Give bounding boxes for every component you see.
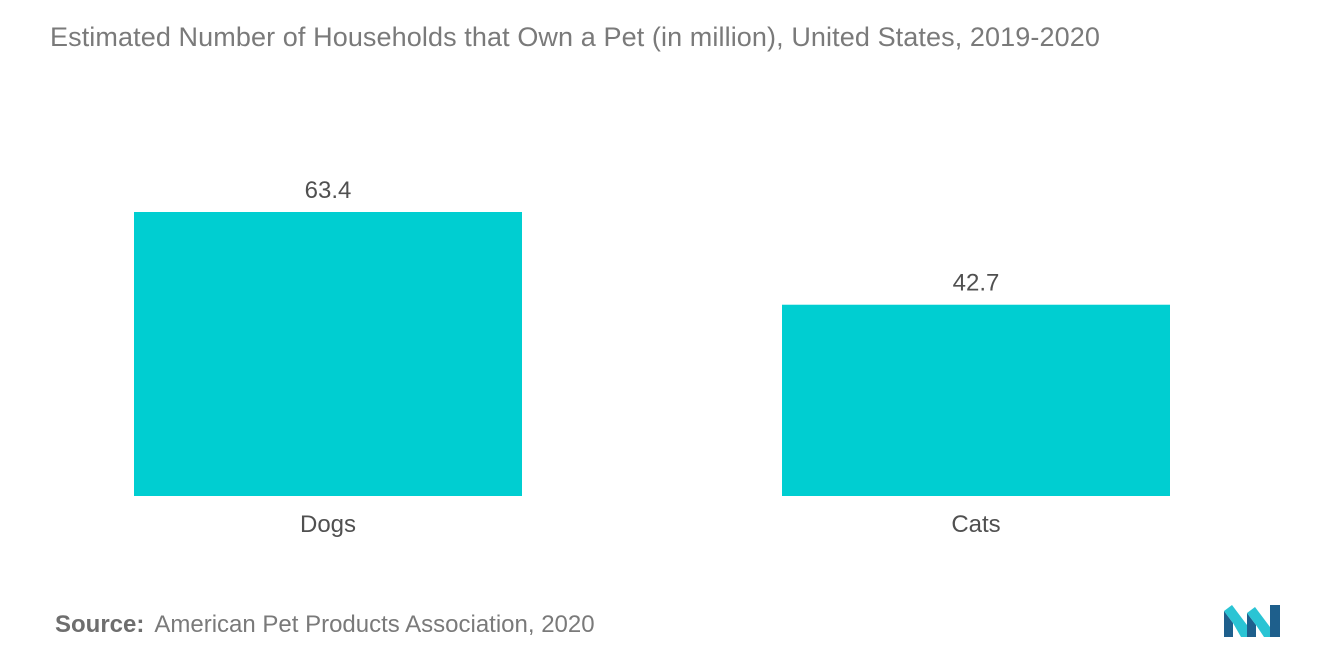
mordor-intelligence-logo-icon	[1224, 605, 1280, 637]
category-label-dogs: Dogs	[300, 511, 356, 538]
category-labels-group: Dogs Cats	[300, 511, 1001, 538]
source-text: American Pet Products Association, 2020	[154, 611, 595, 638]
value-labels-group: 63.4 42.7	[305, 177, 1000, 297]
source-label: Source:	[55, 611, 145, 638]
bars-group	[134, 212, 1170, 496]
source-note: Source: American Pet Products Association…	[55, 611, 595, 639]
category-label-cats: Cats	[951, 511, 1000, 538]
value-label-cats: 42.7	[953, 270, 1000, 297]
bar-chart: 63.4 42.7 Dogs Cats	[134, 177, 1170, 538]
chart-title: Estimated Number of Households that Own …	[50, 22, 1100, 52]
bar-dogs	[134, 212, 522, 496]
value-label-dogs: 63.4	[305, 177, 352, 204]
bar-cats	[782, 304, 1170, 496]
